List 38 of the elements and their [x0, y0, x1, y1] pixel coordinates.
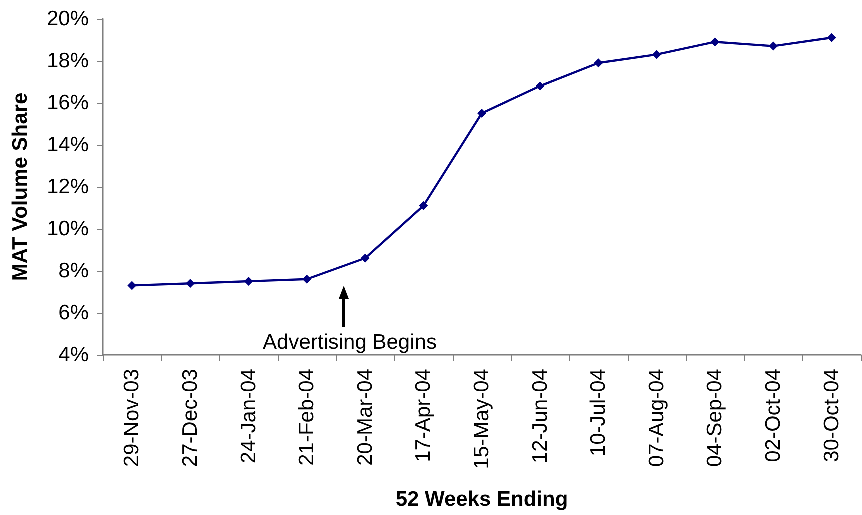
- point: [186, 279, 195, 288]
- point: [594, 58, 604, 68]
- point: [827, 33, 836, 42]
- point: [419, 201, 428, 210]
- point: [360, 254, 370, 263]
- x-tick-label: 04-Sep-04: [704, 368, 727, 468]
- x-tick-label: 12-Jun-04: [528, 368, 552, 464]
- x-tick-label: 27-Dec-03: [178, 369, 202, 468]
- y-tick-label: 10%: [46, 218, 89, 240]
- y-axis-title: MAT Volume Share: [9, 92, 32, 282]
- x-tick-label: 17-Apr-04: [412, 368, 436, 462]
- x-tick-label: 07-Aug-04: [645, 368, 668, 468]
- point: [128, 281, 137, 290]
- y-tick-label: 20%: [46, 8, 89, 30]
- point: [769, 42, 778, 51]
- y-tick-label: 14%: [46, 134, 89, 156]
- x-tick-label: 20-Mar-04: [354, 368, 377, 466]
- y-tick-label: 8%: [58, 260, 89, 282]
- x-tick-label: 24-Jan-04: [237, 368, 260, 464]
- point: [710, 38, 720, 47]
- point: [652, 50, 662, 60]
- x-tick-label: 21-Feb-04: [296, 368, 319, 466]
- point: [302, 274, 312, 284]
- y-tick-label: 6%: [58, 302, 89, 324]
- x-tick-label: 30-Oct-04: [820, 368, 844, 462]
- x-tick-label: 29-Nov-03: [120, 369, 144, 468]
- y-tick-label: 16%: [46, 92, 89, 114]
- x-axis-title: 52 Weeks Ending: [396, 488, 568, 511]
- y-tick-label: 18%: [46, 50, 89, 72]
- point: [536, 82, 545, 91]
- y-tick-label: 12%: [46, 176, 89, 198]
- annotation: Advertising Begins: [263, 331, 437, 354]
- x-tick-label: 02-Oct-04: [762, 368, 786, 462]
- y-tick-label: 4%: [58, 344, 89, 366]
- x-tick-label: 10-Jul-04: [587, 368, 610, 457]
- point: [478, 109, 486, 118]
- point: [244, 277, 254, 286]
- x-tick-label: 15-May-04: [470, 368, 494, 470]
